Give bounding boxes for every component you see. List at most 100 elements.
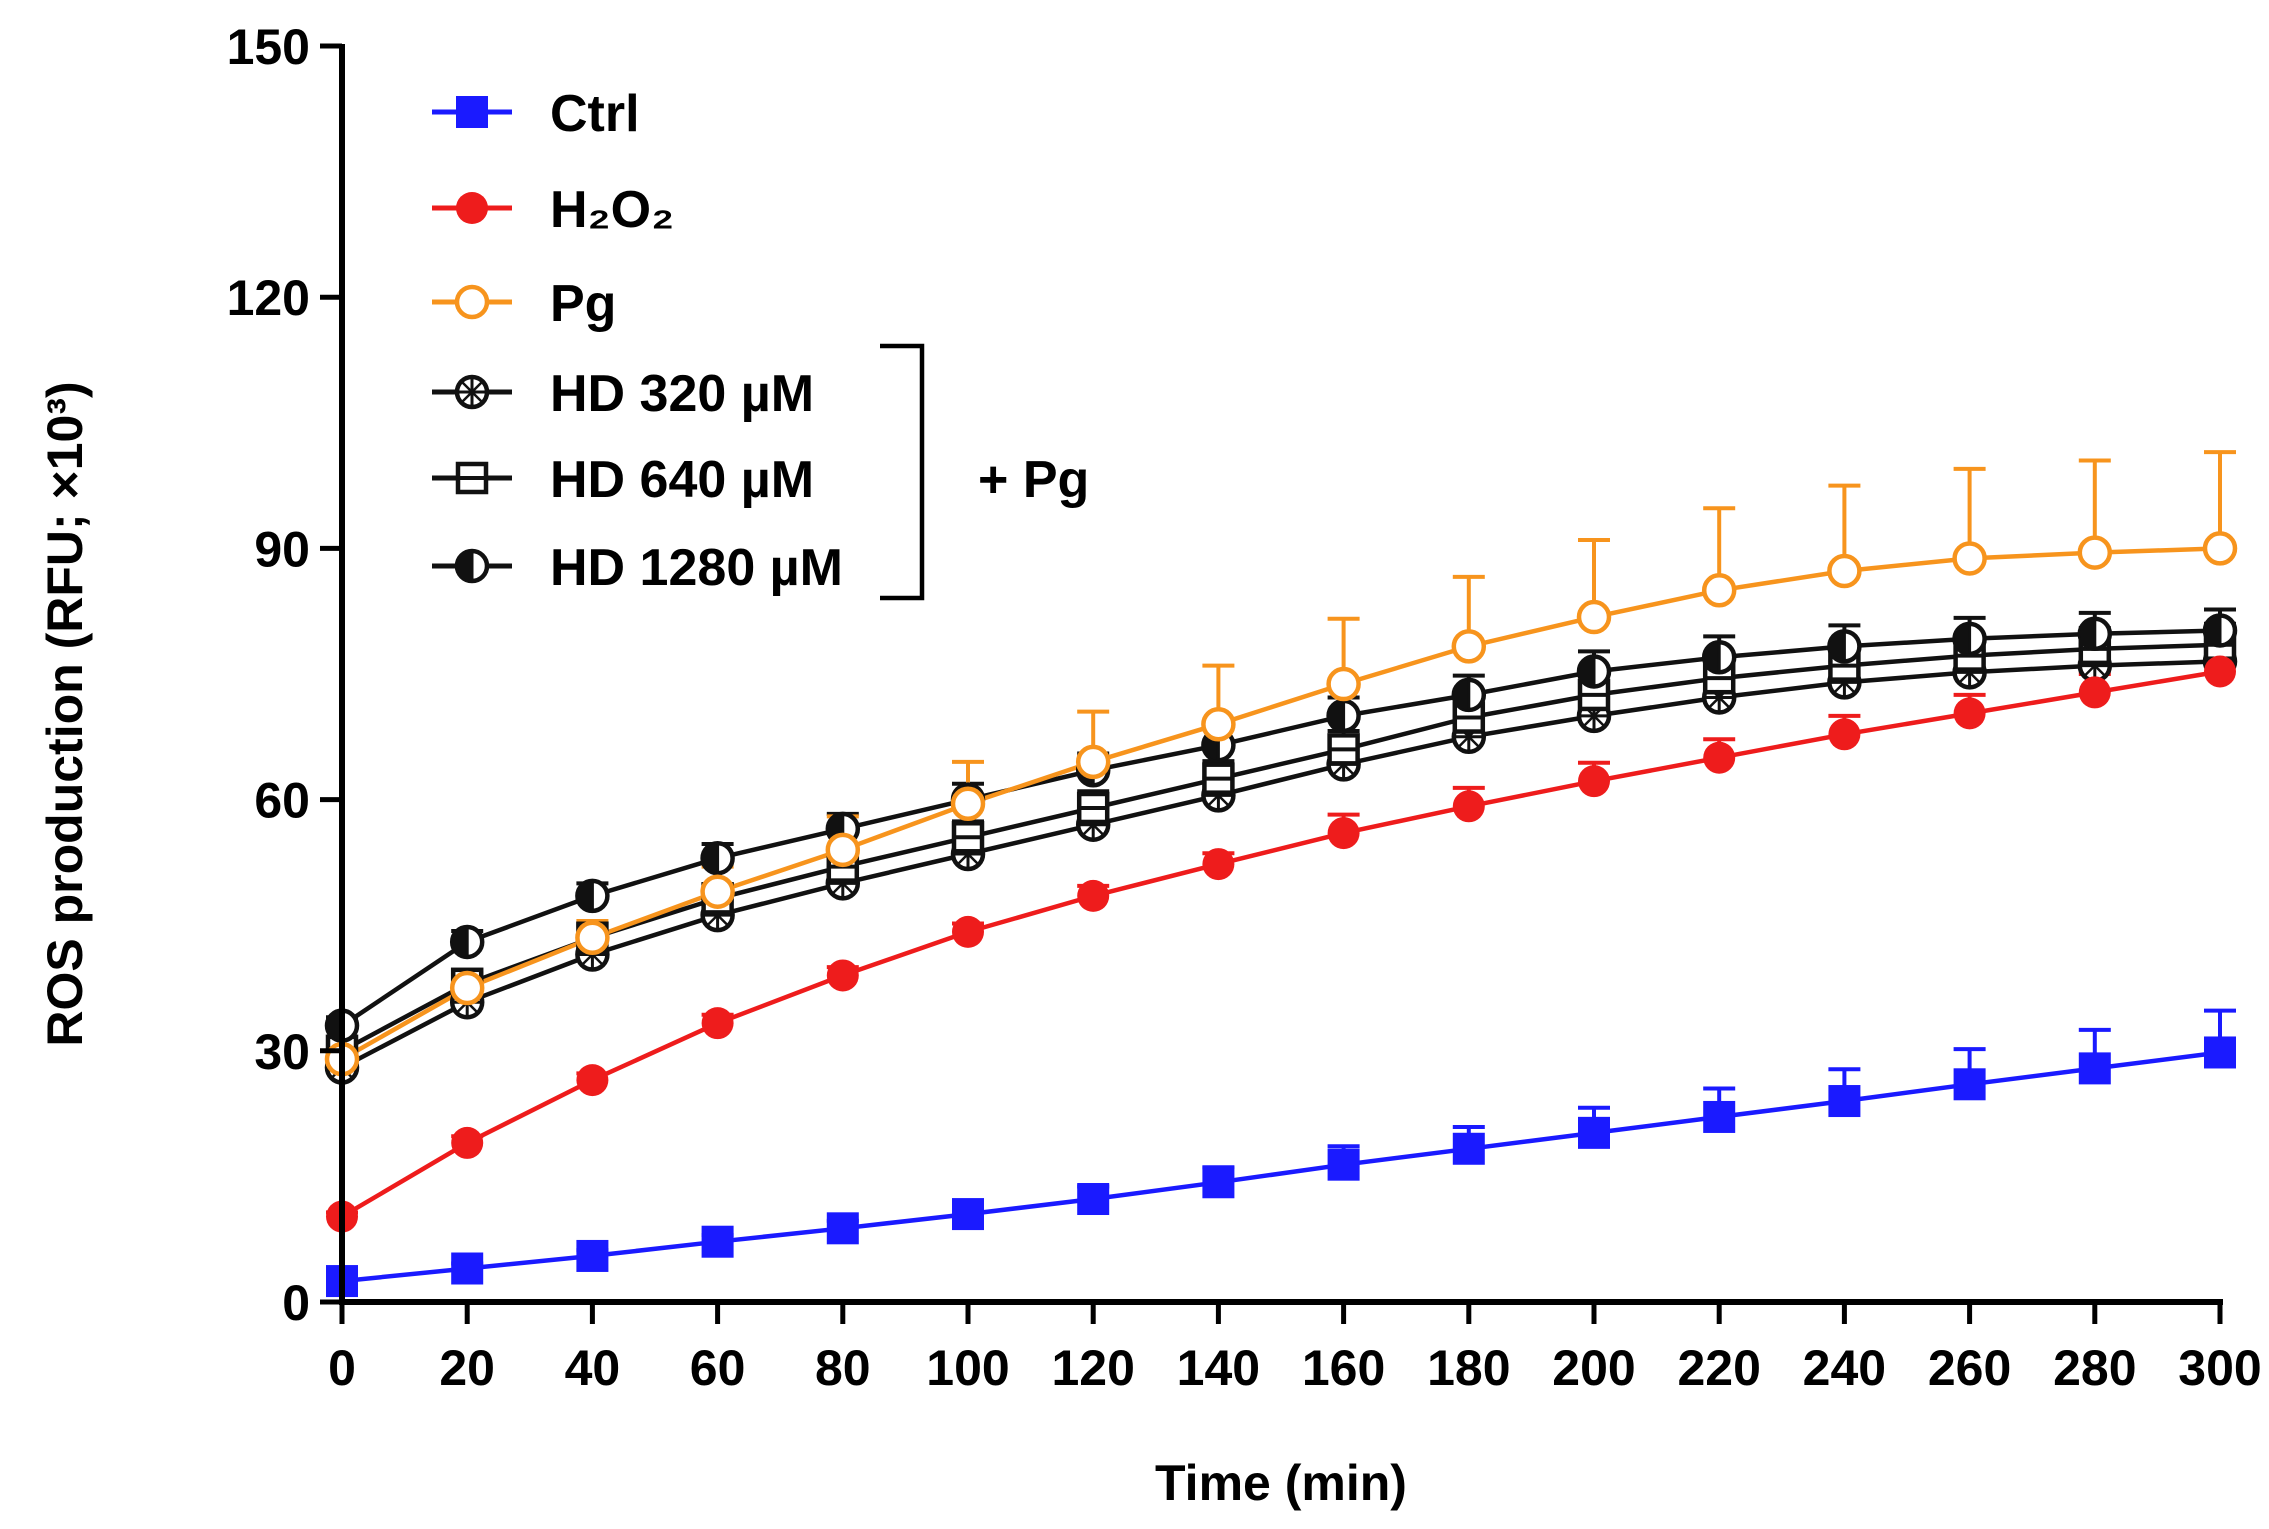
data-point [825, 832, 861, 868]
y-tick-label: 30 [254, 1024, 310, 1080]
data-point-shape [1703, 1100, 1736, 1133]
data-point [449, 970, 485, 1006]
data-point-shape [1077, 1183, 1110, 1216]
data-point [1076, 791, 1110, 825]
series-line-0 [341, 1050, 2221, 1284]
data-point-shape [1953, 1068, 1986, 1101]
data-point-shape [451, 1126, 484, 1159]
data-point [1576, 599, 1612, 635]
data-point [1202, 762, 1235, 795]
data-point [2078, 1052, 2111, 1085]
legend-label: HD 320 µM [550, 365, 814, 423]
data-point-shape [1327, 817, 1360, 850]
x-tick-label: 140 [1177, 1340, 1260, 1396]
data-point-shape [1202, 1166, 1235, 1199]
series-lines-layer [340, 546, 2221, 1284]
data-point [1201, 706, 1236, 742]
data-point [2202, 613, 2238, 648]
data-point [575, 878, 610, 914]
data-point-fill [1328, 700, 1344, 731]
data-point-shape [451, 1252, 484, 1285]
legend-item: H₂O₂ [432, 181, 674, 239]
data-point [1202, 1166, 1235, 1199]
data-point [1827, 553, 1862, 589]
x-tick-label: 160 [1302, 1340, 1385, 1396]
data-point-shape [701, 1225, 734, 1258]
data-point-fill [452, 926, 468, 957]
error-bars-1 [326, 651, 2236, 1217]
data-point [950, 786, 986, 822]
data-point-shape [2204, 1036, 2236, 1069]
legend-item: HD 320 µM [432, 365, 814, 423]
data-point-shape [1326, 666, 1361, 702]
data-point [1953, 697, 1986, 730]
x-tick-label: 300 [2178, 1340, 2261, 1396]
data-point-shape [1201, 706, 1236, 742]
data-point [701, 1007, 734, 1040]
data-point-shape [1952, 541, 1987, 576]
legend-item: HD 640 µM [432, 451, 814, 509]
data-point-shape [1452, 790, 1485, 823]
data-point-shape [1701, 573, 1737, 608]
data-point-shape [1953, 697, 1986, 730]
data-point [1952, 541, 1987, 576]
legend-bracket-label: + Pg [978, 451, 1089, 509]
legend-marker-shape [456, 192, 488, 224]
series-line-4 [340, 642, 2221, 1053]
data-point-shape [826, 1212, 859, 1245]
legend-marker [455, 461, 489, 495]
x-tick-label: 180 [1427, 1340, 1510, 1396]
x-tick-label: 80 [815, 1340, 871, 1396]
data-point [1327, 733, 1360, 766]
legend-label: HD 1280 µM [550, 539, 843, 597]
data-point [826, 959, 859, 992]
legend-item: Pg [432, 275, 616, 333]
data-point [1701, 573, 1737, 608]
data-point-shape [2078, 1052, 2111, 1085]
data-point [576, 1239, 609, 1272]
data-point [1828, 718, 1861, 751]
data-point-shape [1576, 599, 1612, 635]
data-point [1327, 817, 1360, 850]
series-line-5 [340, 628, 2221, 1028]
y-tick-label: 120 [227, 270, 310, 326]
x-tick-label: 20 [439, 1340, 495, 1396]
data-point [1451, 629, 1487, 664]
data-point [1953, 1068, 1986, 1101]
legend-item: Ctrl [432, 85, 640, 143]
data-point [1576, 654, 1612, 689]
data-point-shape [700, 874, 735, 909]
data-point [2204, 1036, 2236, 1069]
data-point-shape [1327, 1148, 1360, 1181]
legend-marker [454, 548, 490, 584]
data-point-shape [1578, 765, 1610, 798]
legend-label: Ctrl [550, 85, 640, 143]
data-point [700, 874, 735, 909]
legend-marker-shape [456, 96, 488, 128]
data-point-shape [2202, 531, 2238, 566]
data-point [1452, 790, 1485, 823]
data-point [826, 1212, 859, 1245]
data-point-shape [1452, 1132, 1485, 1165]
legend-marker [456, 96, 488, 128]
data-point-shape [950, 786, 986, 822]
data-point [951, 821, 985, 854]
data-point-shape [449, 970, 485, 1006]
data-point-shape [952, 915, 984, 948]
data-point [1327, 1148, 1360, 1181]
data-point [2077, 616, 2113, 652]
y-tick-label: 150 [227, 19, 310, 75]
data-point [2202, 531, 2238, 566]
x-tick-label: 200 [1552, 1340, 1635, 1396]
series-line-3 [340, 659, 2221, 1070]
axes-layer: 0 20 40 60 80 100 120 140 160 180 200 220 240 260 280 3… [37, 19, 2262, 1511]
x-tick-label: 40 [565, 1340, 621, 1396]
data-point [1451, 677, 1487, 713]
legend-bracket [880, 343, 925, 601]
data-point [1452, 1132, 1485, 1165]
data-point [1075, 744, 1111, 780]
data-point [952, 1198, 984, 1231]
data-point-shape [1703, 741, 1736, 774]
legend-marker-dline2 [461, 381, 483, 403]
data-point-fill [1453, 679, 1469, 710]
